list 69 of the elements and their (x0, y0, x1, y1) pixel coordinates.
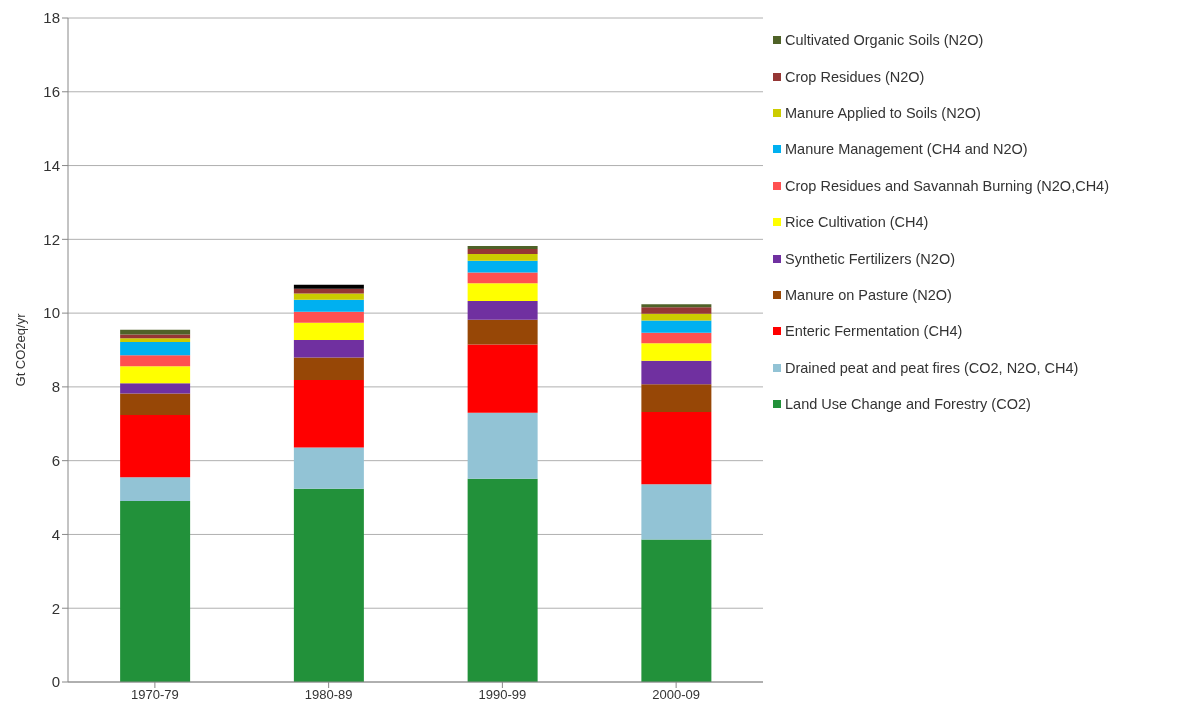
bar (467, 300, 538, 320)
legend-label: Manure on Pasture (N2O) (785, 286, 952, 303)
bar (467, 319, 538, 345)
bar (120, 366, 191, 384)
y-tick-label: 18 (43, 9, 60, 27)
bar (641, 343, 712, 361)
bar (293, 322, 364, 341)
legend-label: Synthetic Fertilizers (N2O) (785, 250, 956, 267)
bar (467, 272, 538, 284)
legend-label: Drained peat and peat fires (CO2, N2O, CH4) (785, 359, 1079, 376)
legend-label: Crop Residues and Savannah Burning (N2O,CH4) (785, 177, 1110, 194)
x-tick-label: 2000-09 (652, 687, 700, 703)
legend-label: Rice Cultivation (CH4) (785, 214, 929, 231)
bar (120, 383, 191, 394)
y-tick-label: 4 (51, 525, 60, 543)
bar (467, 412, 538, 479)
bar (641, 539, 712, 682)
bar (641, 360, 712, 385)
bar (293, 311, 364, 323)
x-tick-label: 1970-79 (131, 687, 179, 703)
bar (120, 338, 191, 342)
legend-label: Manure Management (CH4 and N2O) (785, 141, 1028, 158)
bar (467, 245, 538, 249)
bar (641, 384, 712, 412)
bar (293, 284, 364, 289)
bar (467, 344, 538, 413)
y-tick-label: 0 (51, 673, 60, 691)
bar (467, 478, 538, 682)
bar (641, 411, 712, 485)
y-tick-label: 16 (43, 83, 60, 101)
bar (467, 283, 538, 301)
bar (120, 355, 191, 367)
legend-label: Crop Residues (N2O) (785, 68, 925, 85)
y-tick-label: 8 (51, 378, 60, 396)
bar (467, 260, 538, 273)
y-tick-label: 14 (43, 156, 60, 174)
bar (641, 307, 712, 314)
bar (467, 248, 538, 255)
y-tick-label: 10 (43, 304, 60, 322)
legend-label: Manure Applied to Soils (N2O) (785, 104, 981, 121)
bar (120, 341, 191, 356)
bar (641, 320, 712, 333)
y-tick-label: 12 (43, 230, 60, 248)
bar (120, 414, 191, 478)
bar (120, 329, 191, 335)
legend-label: Enteric Fermentation (CH4) (785, 323, 963, 340)
legend-label: Cultivated Organic Soils (N2O) (785, 32, 984, 49)
bar (641, 313, 712, 321)
bar (641, 304, 712, 308)
x-tick-label: 1990-99 (478, 687, 527, 703)
bar (467, 254, 538, 261)
bar (120, 500, 191, 682)
bar (293, 447, 364, 489)
bar (293, 288, 364, 294)
bar (293, 379, 364, 448)
bar (120, 393, 191, 415)
bar (641, 332, 712, 344)
x-tick-label: 1980-89 (304, 687, 353, 703)
bar (293, 488, 364, 682)
bar (293, 293, 364, 300)
bar (293, 299, 364, 312)
bar (293, 357, 364, 380)
y-tick-label: 6 (51, 451, 60, 469)
y-tick-label: 2 (51, 599, 60, 617)
y-axis-title: Gt CO2eq/yr (12, 312, 28, 387)
bar (641, 484, 712, 540)
bar (120, 477, 191, 501)
bar (293, 340, 364, 358)
legend-label: Land Use Change and Forestry (CO2) (785, 396, 1031, 413)
